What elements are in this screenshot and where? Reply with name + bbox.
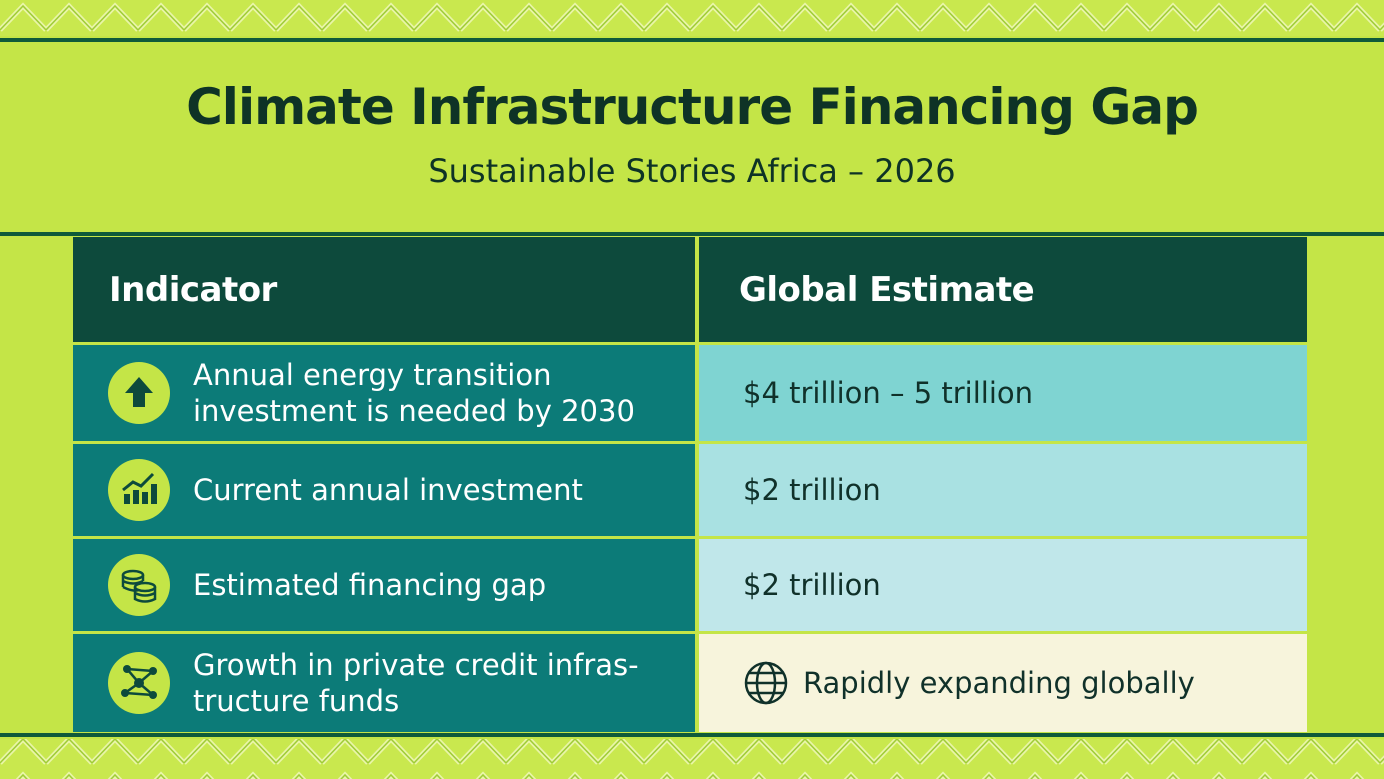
icon-growth [108, 459, 170, 521]
indicator-text: Current annual investment [193, 473, 583, 507]
bottom-border [0, 733, 1384, 779]
title: Climate Infrastructure Financing Gap [186, 78, 1199, 136]
estimate-cell: $4 trillion – 5 trillion [699, 345, 1307, 441]
column-header: Indicator [73, 237, 695, 342]
estimate-text: $2 trillion [743, 568, 881, 602]
indicator-text: Estimated financing gap [193, 568, 547, 602]
indicator-cell: Annual energy transition investment is n… [73, 345, 695, 441]
indicator-text: Growth in private credit infras-tructure… [193, 648, 639, 718]
indicator-cell: Estimated financing gap [73, 539, 695, 631]
indicator-cell: Current annual investment [73, 444, 695, 536]
icon-arrow [108, 362, 170, 424]
estimate-cell: Rapidly expanding globally [699, 634, 1307, 732]
estimate-text: $4 trillion – 5 trillion [743, 376, 1034, 410]
indicator-text: Annual energy transition investment is n… [193, 358, 635, 428]
divider [0, 232, 1384, 236]
estimate-text: Rapidly expanding globally [803, 666, 1195, 700]
estimate-cell: $2 trillion [699, 539, 1307, 631]
estimate-cell: $2 trillion [699, 444, 1307, 536]
icon-globe [744, 661, 788, 705]
icon-network [108, 652, 170, 714]
column-header: Global Estimate [699, 237, 1307, 342]
indicator-cell: Growth in private credit infras-tructure… [73, 634, 695, 732]
estimate-text: $2 trillion [743, 473, 881, 507]
top-border [0, 0, 1384, 42]
subtitle: Sustainable Stories Africa – 2026 [428, 152, 956, 190]
icon-coins [108, 554, 170, 616]
